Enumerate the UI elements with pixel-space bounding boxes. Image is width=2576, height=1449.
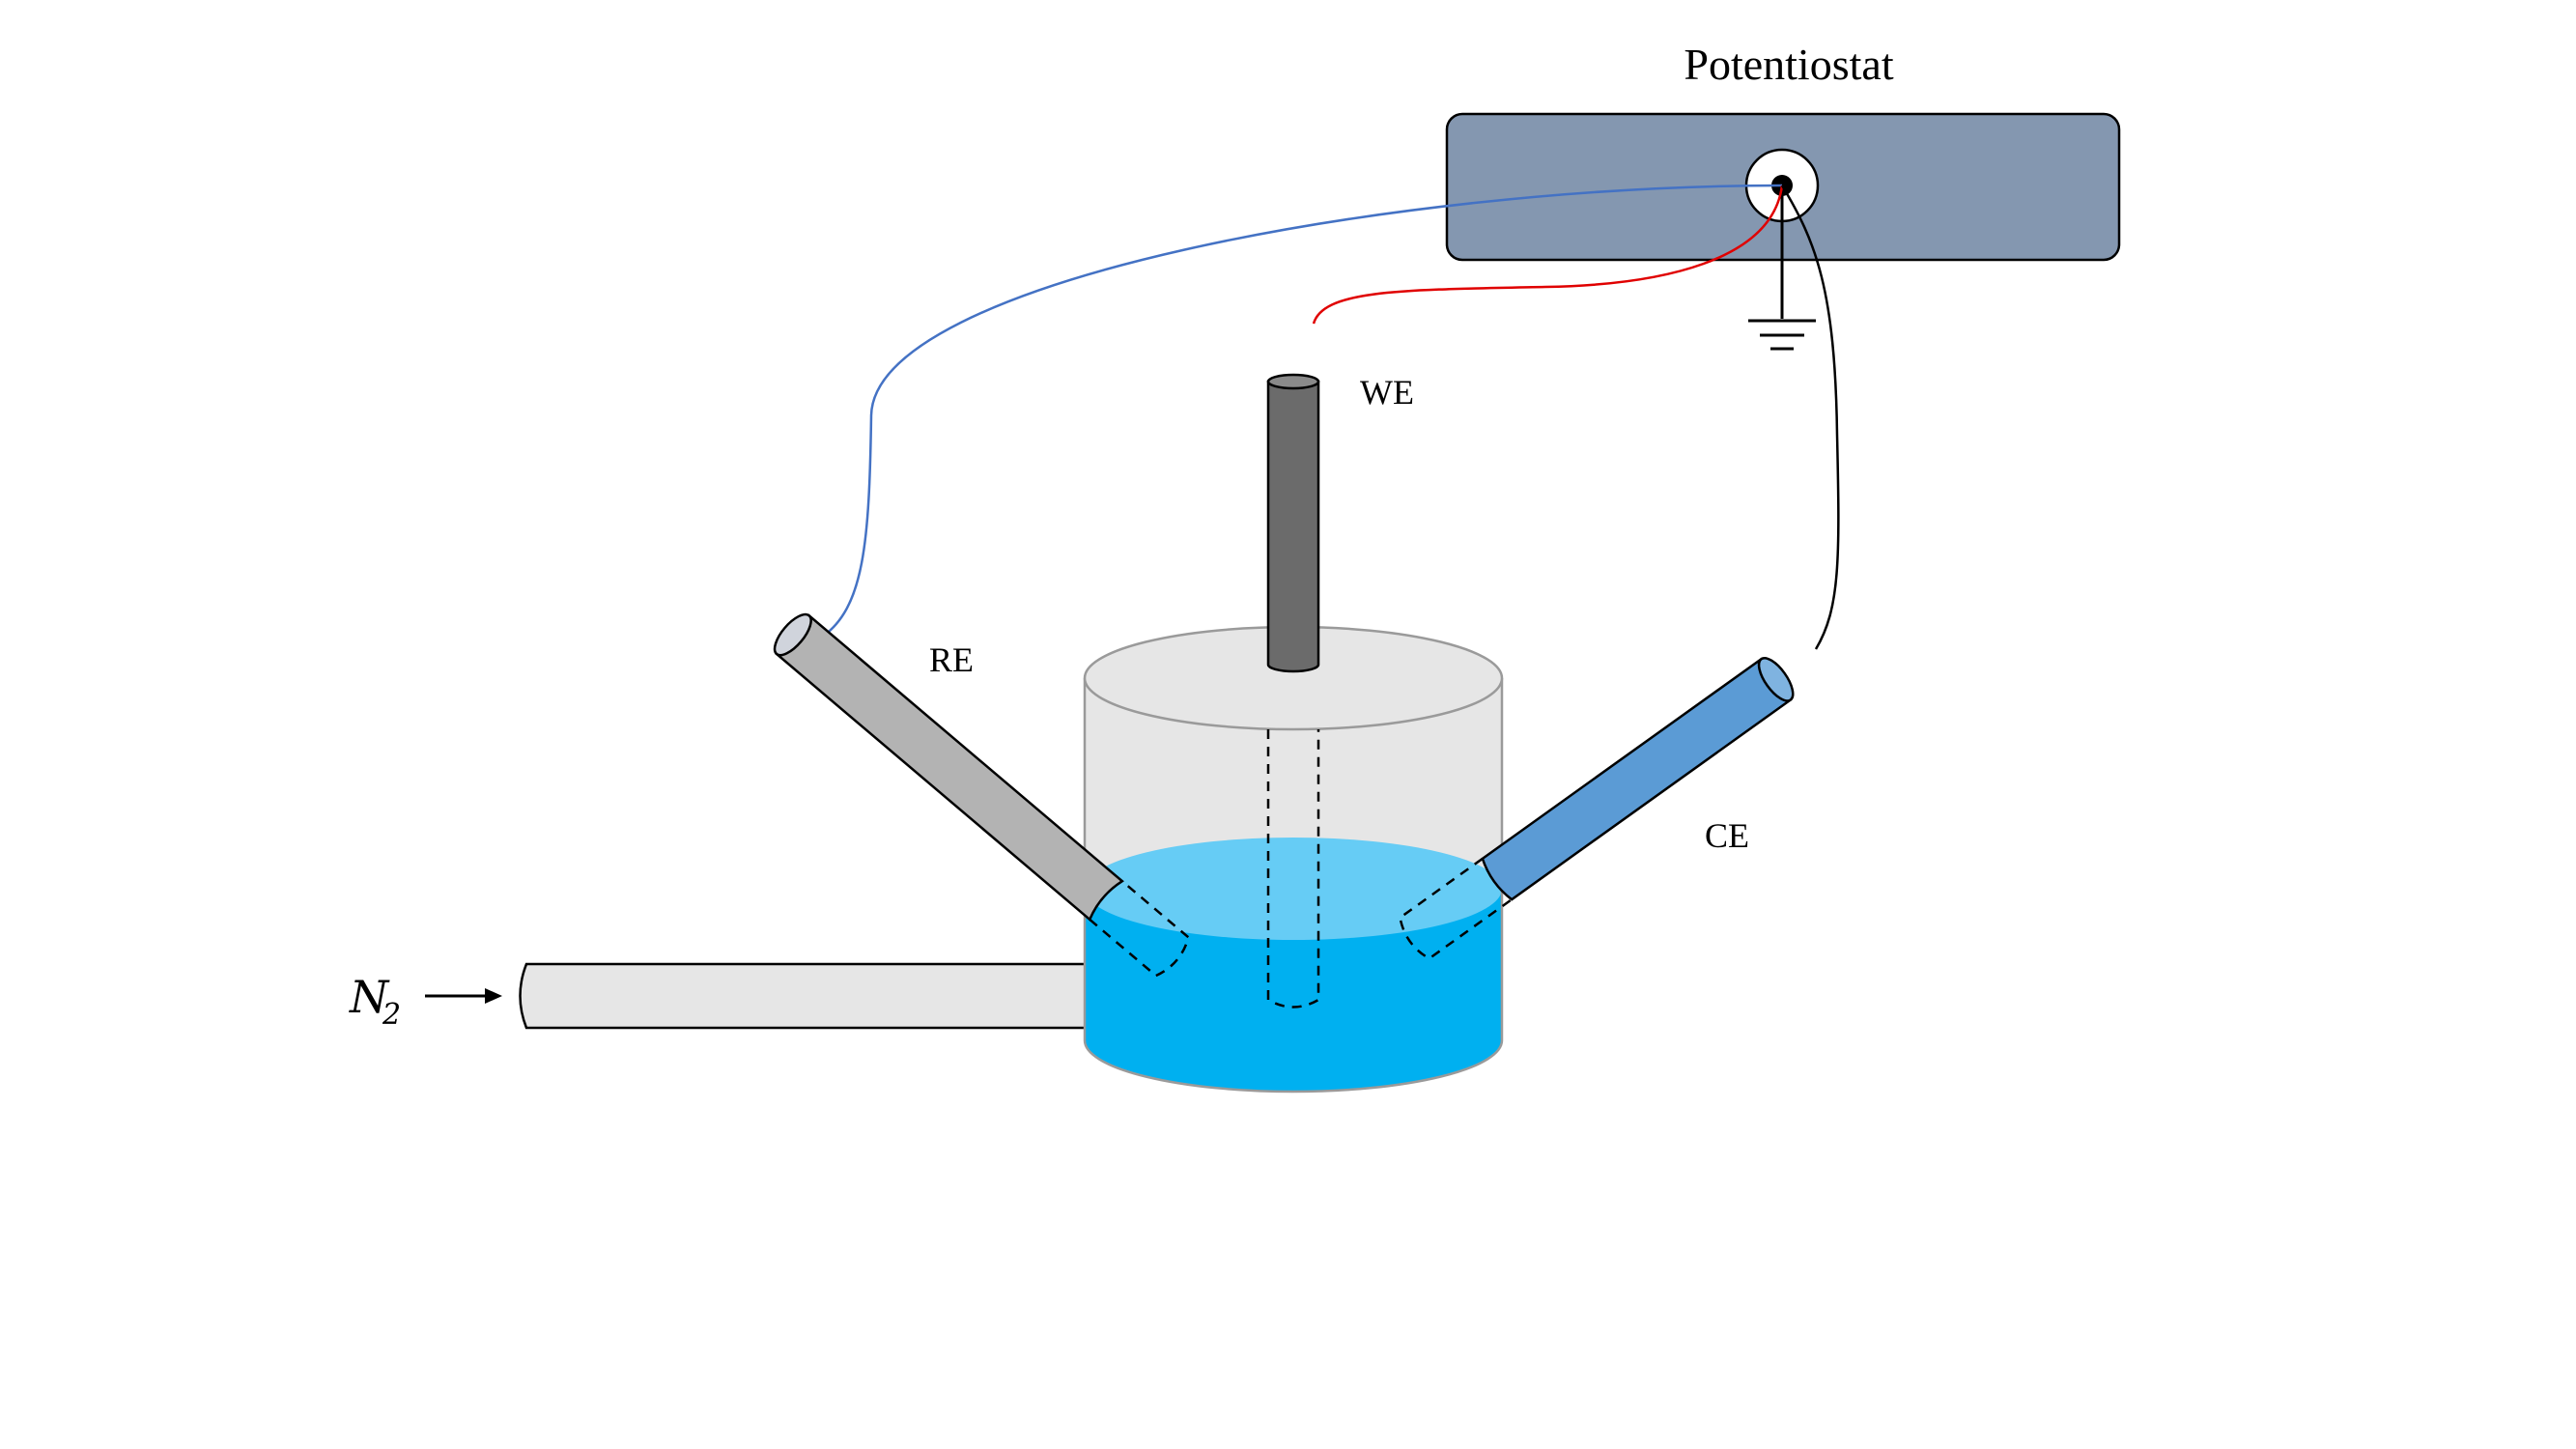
potentiostat-label: Potentiostat [1684, 40, 1893, 89]
ce-label: CE [1705, 816, 1749, 855]
svg-text:N: N [349, 971, 390, 1023]
ground-icon [1748, 185, 1816, 351]
counter-electrode [1399, 657, 1795, 960]
svg-text:2: 2 [382, 998, 401, 1032]
we-label: WE [1360, 373, 1414, 412]
ce-wire [1780, 185, 1840, 650]
we-wire [1312, 185, 1784, 325]
cell-body [1083, 625, 1504, 1094]
re-wire [820, 184, 1783, 639]
reference-electrode [773, 612, 1190, 978]
re-label: RE [929, 640, 974, 679]
gas-label: N 2 [349, 971, 401, 1032]
arrow-icon [425, 988, 502, 1004]
working-electrode [1266, 373, 1320, 1009]
gas-inlet-tube [519, 962, 1089, 1030]
electrolyte-surface [1085, 838, 1502, 940]
